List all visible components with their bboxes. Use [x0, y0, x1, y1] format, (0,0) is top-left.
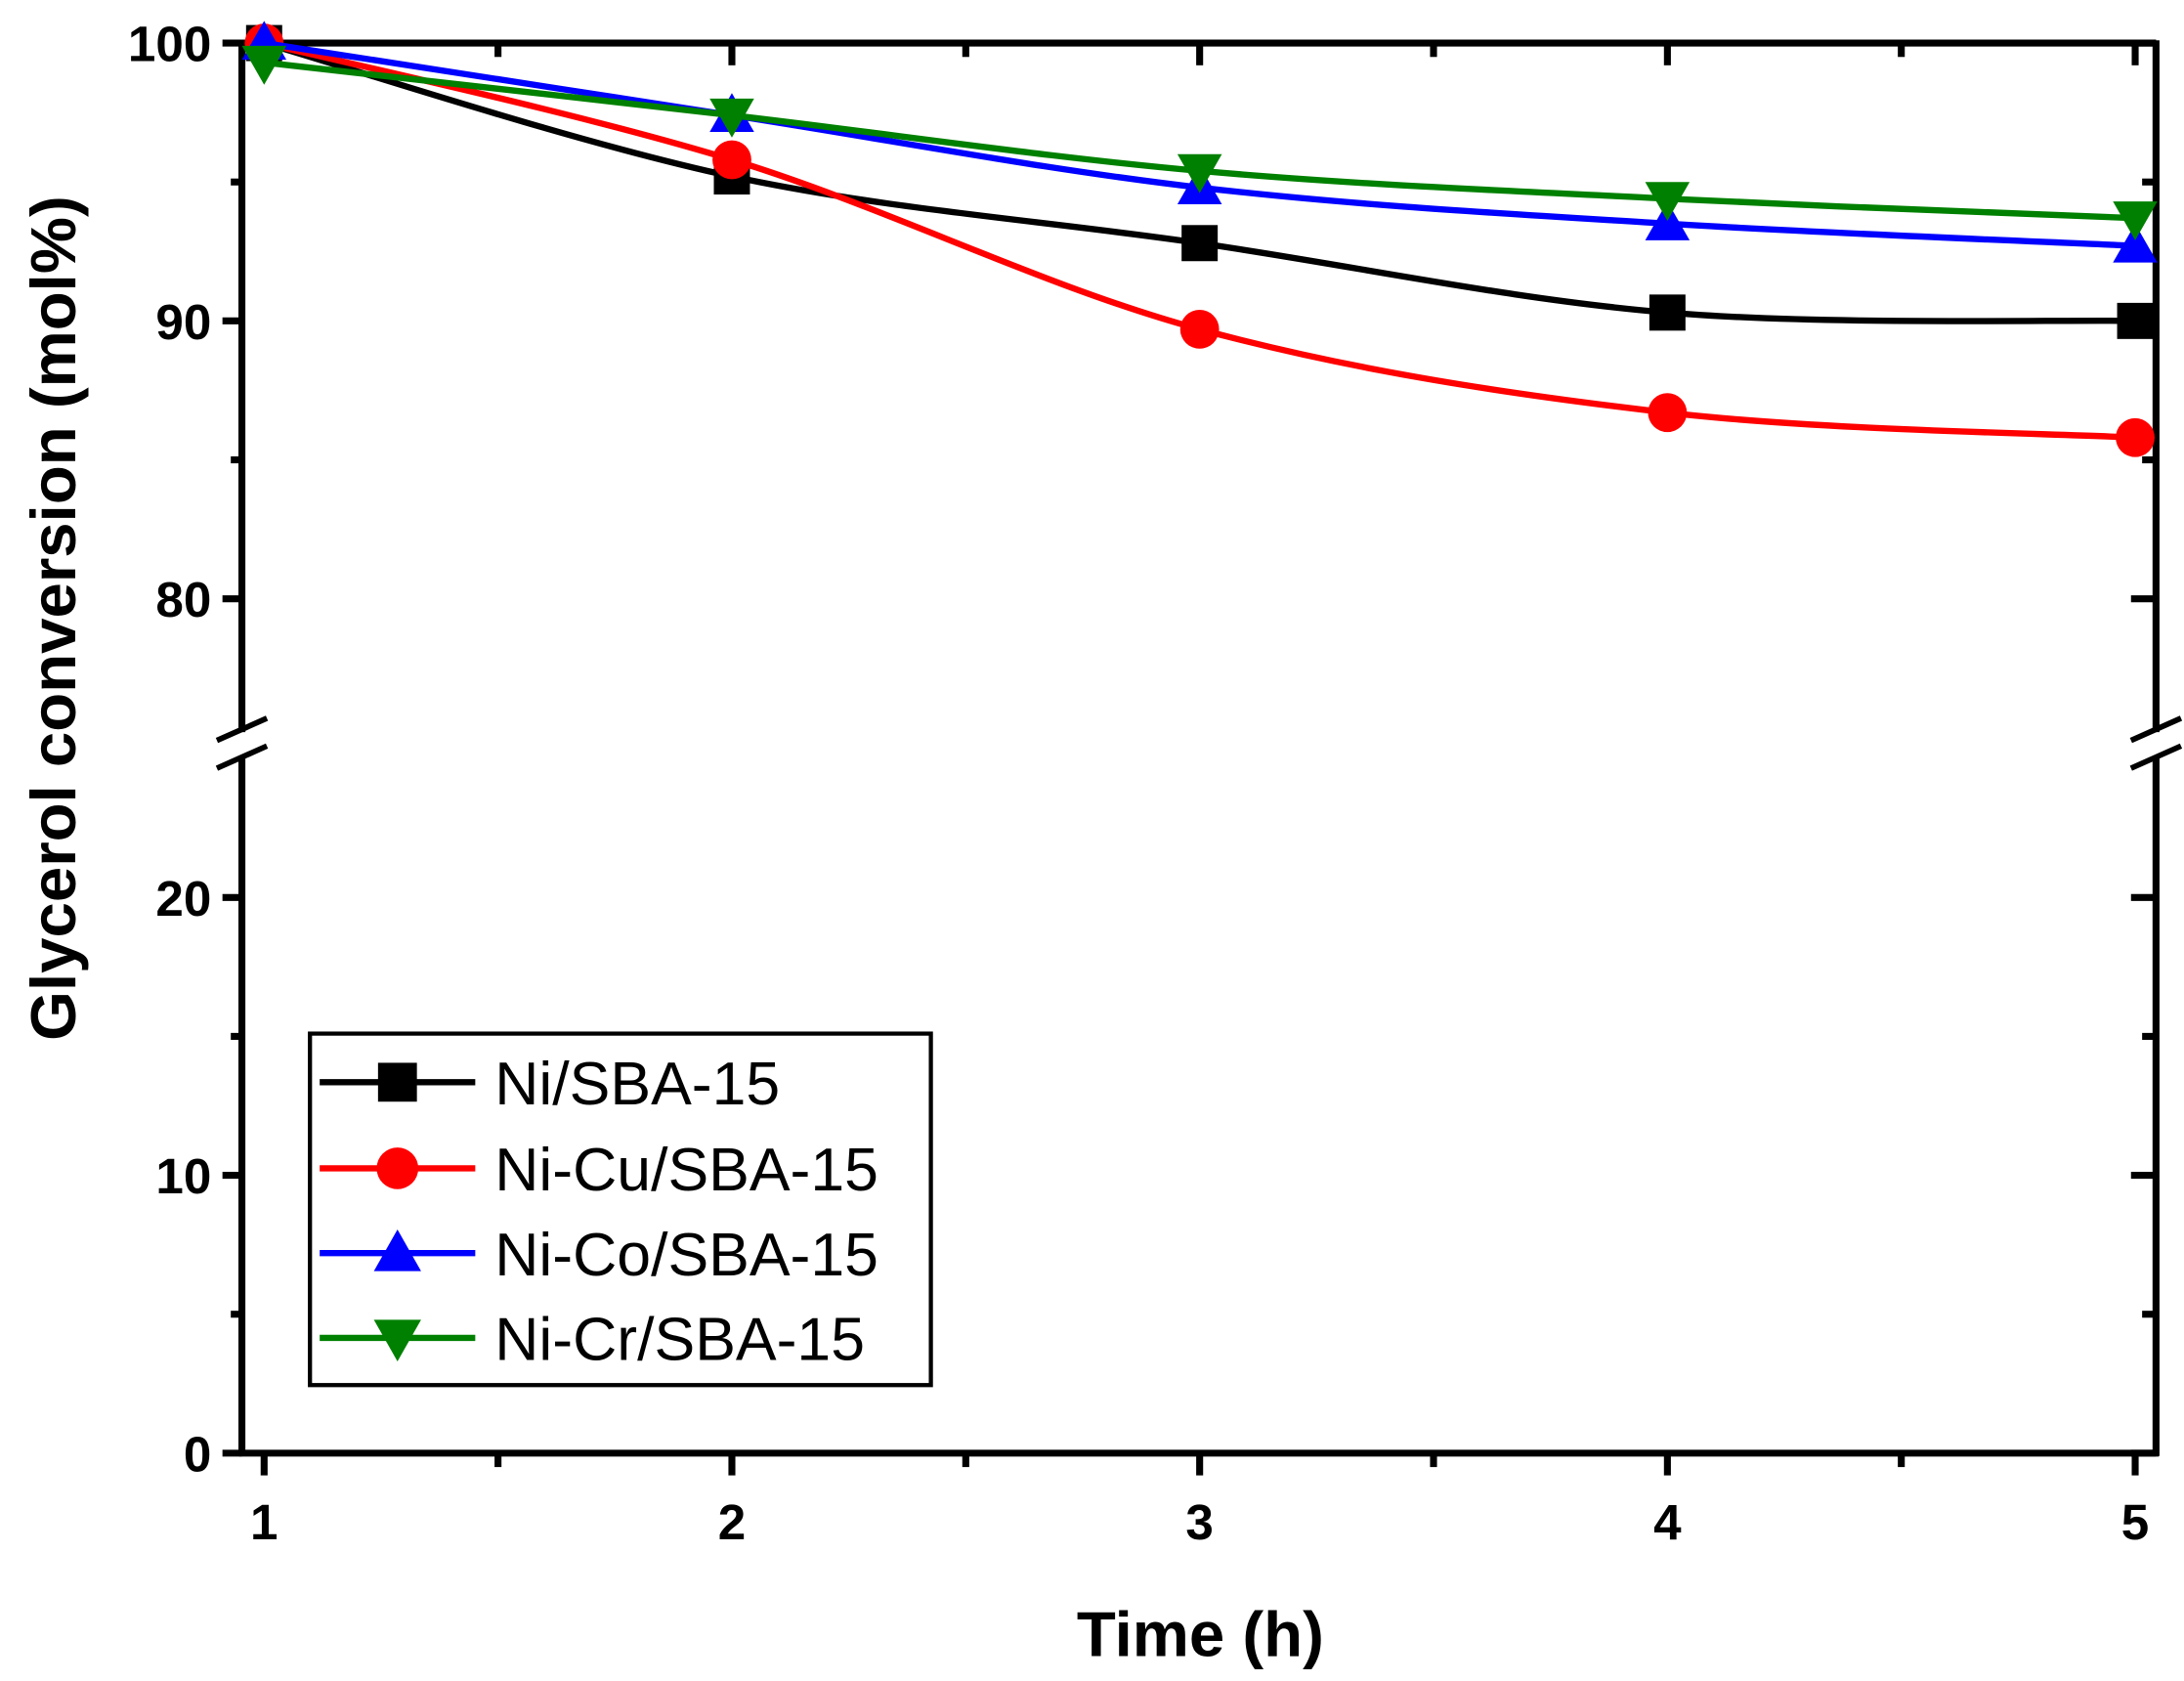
square-marker [1649, 294, 1686, 331]
x-tick-label: 3 [1185, 1494, 1213, 1550]
axis-break-mark [215, 743, 269, 771]
axes: 0 10 20 80 90 100 1 2 3 4 5 [128, 17, 2183, 1550]
x-tick-label: 5 [2121, 1494, 2149, 1550]
x-tick-label: 2 [718, 1494, 746, 1550]
square-marker [377, 1062, 417, 1102]
legend-label: Ni-Co/SBA-15 [494, 1221, 878, 1289]
x-axis-label: Time (h) [1077, 1598, 1324, 1669]
triangle-up-marker [1645, 201, 1691, 240]
circle-marker [1648, 393, 1688, 433]
triangle-up-marker [373, 1229, 421, 1272]
triangle-down-marker [2113, 201, 2158, 240]
y-tick-label: 0 [184, 1426, 211, 1482]
triangle-down-marker [709, 98, 754, 138]
legend-label: Ni-Cr/SBA-15 [494, 1306, 865, 1374]
square-marker [2117, 302, 2154, 339]
axis-break-mark [2129, 715, 2183, 744]
y-tick-label: 90 [155, 294, 211, 350]
legend-label: Ni/SBA-15 [494, 1050, 780, 1118]
triangle-up-marker [2113, 223, 2158, 263]
y-axis-label: Glycerol conversion (mol%) [18, 195, 89, 1041]
x-tick-label: 4 [1653, 1494, 1682, 1550]
y-tick-label: 100 [128, 17, 211, 72]
circle-marker [376, 1147, 419, 1189]
axis-break-mark [215, 715, 269, 744]
y-tick-label: 10 [155, 1148, 211, 1204]
y-tick-label: 80 [155, 572, 211, 627]
square-marker [1181, 225, 1219, 262]
x-tick-label: 1 [250, 1494, 278, 1550]
triangle-down-marker [1645, 182, 1691, 222]
circle-marker [2116, 417, 2155, 457]
triangle-down-marker [373, 1319, 421, 1362]
triangle-down-marker [1177, 153, 1222, 194]
triangle-down-marker [241, 45, 287, 85]
legend-label: Ni-Cu/SBA-15 [494, 1136, 878, 1204]
legend: Ni/SBA-15 Ni-Cu/SBA-15 Ni-Co/SBA-15 Ni-Cr/S… [308, 1031, 933, 1388]
circle-marker [1179, 309, 1220, 349]
y-tick-label: 20 [155, 871, 211, 927]
series-ni-cr-sba-15 [241, 45, 2158, 240]
series-line [263, 39, 2136, 249]
series-layer [241, 21, 2158, 457]
axis-break-mark [2129, 743, 2183, 771]
circle-marker [712, 140, 751, 180]
